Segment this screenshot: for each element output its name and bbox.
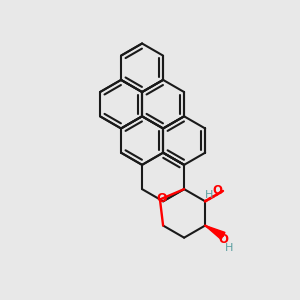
Text: H: H — [225, 243, 233, 253]
Text: O: O — [218, 233, 228, 246]
Text: H: H — [205, 190, 213, 200]
Text: O: O — [157, 192, 167, 205]
Polygon shape — [205, 226, 225, 239]
Text: O: O — [212, 184, 222, 197]
